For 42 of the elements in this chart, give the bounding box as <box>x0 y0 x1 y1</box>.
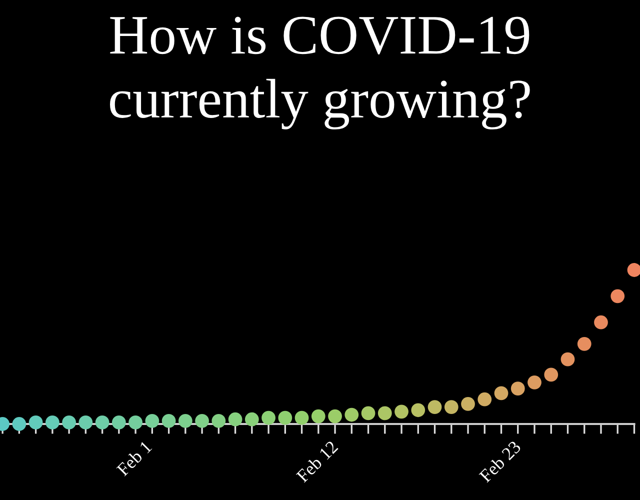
point <box>311 409 326 424</box>
point <box>95 416 110 430</box>
point <box>145 414 160 428</box>
point <box>228 412 242 426</box>
x-tick-label: Feb 23 <box>478 440 522 484</box>
point <box>444 400 458 414</box>
chart-title: How is COVID-19 currently growing? <box>110 16 530 130</box>
point <box>28 416 43 430</box>
point <box>494 386 508 400</box>
point <box>528 375 542 390</box>
point <box>178 414 192 428</box>
point <box>212 414 226 428</box>
point <box>594 315 608 330</box>
point <box>478 392 492 406</box>
point <box>411 403 426 418</box>
point <box>627 263 640 277</box>
point <box>244 412 259 426</box>
point <box>78 416 93 430</box>
point <box>262 410 276 425</box>
point <box>394 404 408 419</box>
point <box>510 382 525 396</box>
point <box>428 400 442 414</box>
point <box>12 417 26 431</box>
point <box>162 414 176 428</box>
x-tick-label: Feb 12 <box>295 440 338 484</box>
point <box>544 368 558 382</box>
point <box>461 397 475 411</box>
point <box>45 416 60 430</box>
point <box>577 336 592 351</box>
point <box>112 416 126 430</box>
point <box>62 416 76 430</box>
point <box>344 408 359 422</box>
point <box>610 289 625 304</box>
point <box>361 406 376 420</box>
point <box>378 406 392 420</box>
point <box>278 410 292 425</box>
x-tick-label: Feb 1 <box>116 440 152 477</box>
point <box>328 409 342 424</box>
point <box>195 414 209 428</box>
point <box>294 410 309 425</box>
point <box>560 352 575 366</box>
point <box>128 416 142 430</box>
